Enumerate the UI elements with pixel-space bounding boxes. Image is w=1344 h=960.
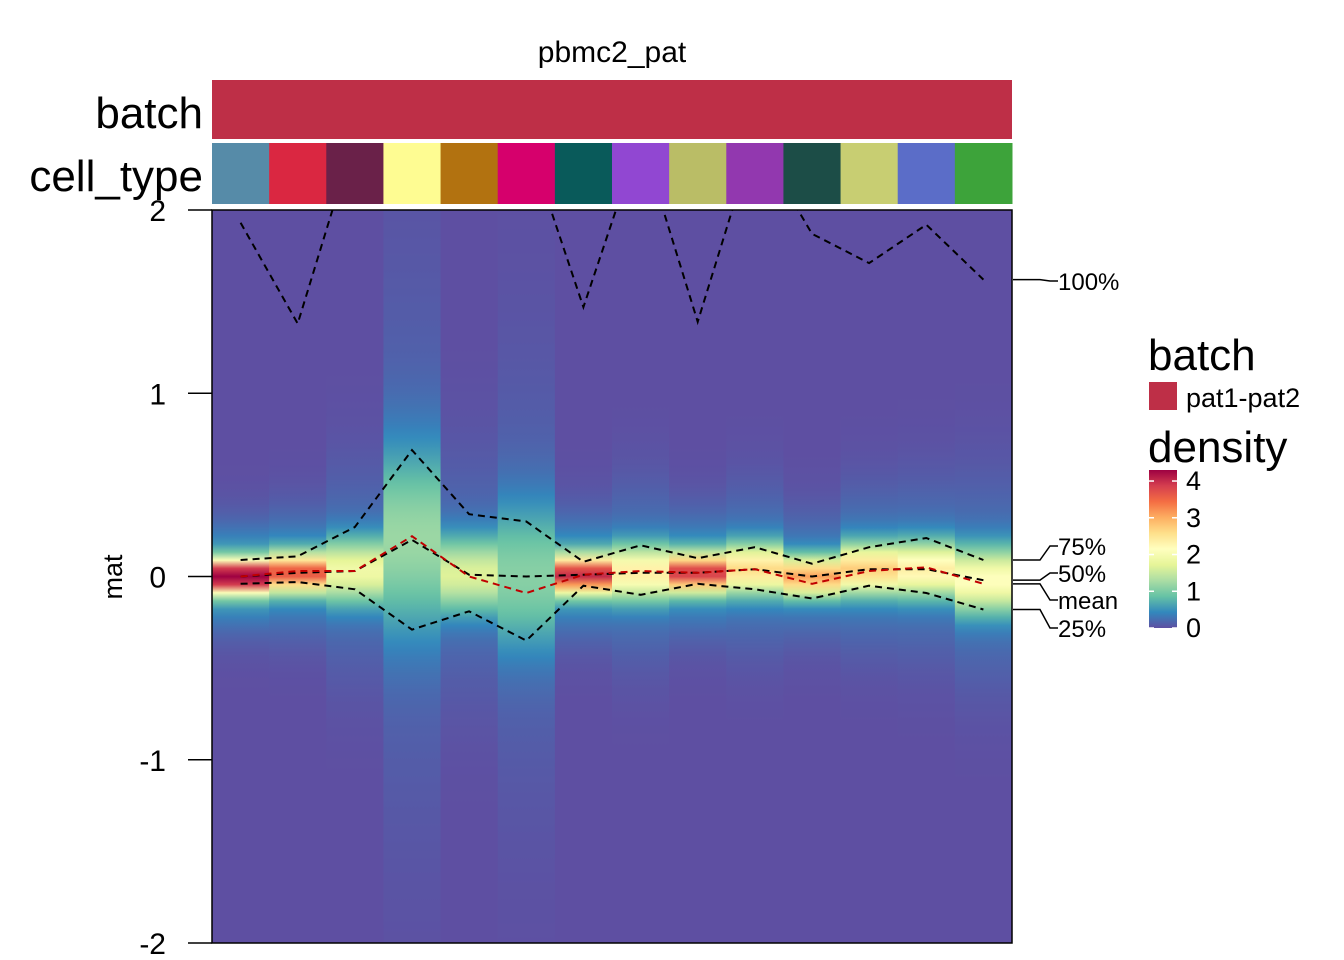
line-75pct [240, 448, 984, 565]
cell-type-annotation-cell [554, 143, 613, 204]
heatmap-column [954, 210, 1013, 943]
legend-density-colorbar [1149, 470, 1177, 628]
batch-annotation-cell [212, 80, 1012, 139]
heatmap-column [669, 210, 727, 943]
heatmap-column [383, 210, 442, 943]
cell-type-annotation-cell [726, 143, 784, 204]
heatmap-column [897, 210, 956, 943]
legend-batch-item-label: pat1-pat2 [1186, 383, 1300, 413]
legend-batch-title: batch [1148, 331, 1256, 380]
cell-type-annotation-cell [954, 143, 1013, 204]
cell-type-annotation-cell [383, 143, 442, 204]
line-mean [240, 535, 984, 595]
legend-density: density 4 3 2 1 0 [1148, 423, 1287, 643]
legend-density-tick-label: 1 [1186, 576, 1201, 606]
line-25pct [240, 580, 984, 642]
heatmap-column [326, 210, 384, 943]
y-axis-title: mat [98, 554, 128, 600]
legend-batch-swatch [1149, 382, 1177, 410]
legend-density-tick-label: 0 [1186, 613, 1201, 643]
batch-annotation-label: batch [95, 89, 203, 138]
batch-annotation-bar [212, 80, 1012, 139]
legend-density-tick-label: 2 [1186, 540, 1201, 570]
legend-batch: batch pat1-pat2 [1148, 331, 1300, 413]
heatmap-column [269, 210, 327, 943]
y-tick-label: -2 [139, 928, 166, 960]
heatmap-column [612, 210, 670, 943]
cell-type-annotation-cell [326, 143, 384, 204]
cell-type-annotation-cell [269, 143, 327, 204]
line-label: 25% [1058, 616, 1106, 643]
quantile-lines [239, 210, 985, 642]
cell-type-annotation-bar [212, 143, 1013, 204]
y-axis: 2 1 0 -1 -2 [139, 195, 212, 960]
cell-type-annotation-cell [497, 143, 556, 204]
line-label: mean [1058, 588, 1118, 615]
line-100pct [239, 210, 985, 327]
line-label: 100% [1058, 269, 1119, 296]
line-label-leader [1013, 583, 1058, 601]
line-label: 75% [1058, 534, 1106, 561]
heatmap-column [554, 210, 613, 943]
cell-type-annotation-label: cell_type [29, 152, 203, 201]
y-tick-label: 1 [149, 378, 166, 411]
heatmap-column [840, 210, 899, 943]
legend-density-title: density [1148, 423, 1287, 472]
legend-density-tick-label: 3 [1186, 503, 1201, 533]
heatmap-body [212, 210, 1013, 943]
legend-density-tick-label: 4 [1186, 466, 1201, 496]
y-tick-label: 0 [149, 562, 166, 595]
line-label-leader [1013, 572, 1058, 581]
line-label: 50% [1058, 561, 1106, 588]
line-label-leader [1013, 545, 1058, 561]
chart-title: pbmc2_pat [538, 36, 687, 69]
cell-type-annotation-cell [440, 143, 499, 204]
cell-type-annotation-cell [897, 143, 956, 204]
cell-type-annotation-cell [783, 143, 842, 204]
y-tick-label: -1 [139, 745, 166, 778]
heatmap-column [726, 210, 784, 943]
line-label-leader [1013, 278, 1058, 282]
y-tick-label: 2 [149, 195, 166, 228]
cell-type-annotation-cell [212, 143, 270, 204]
cell-type-annotation-cell [612, 143, 670, 204]
cell-type-annotation-cell [840, 143, 899, 204]
heatmap-column [440, 210, 499, 943]
cell-type-annotation-cell [669, 143, 727, 204]
line-label-leader [1013, 608, 1058, 629]
